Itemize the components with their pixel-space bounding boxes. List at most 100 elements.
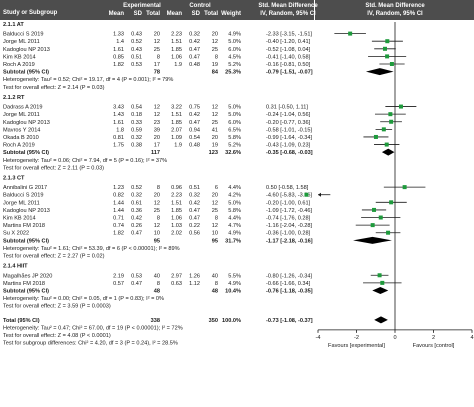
study-e-mean: 1.44 (113, 208, 124, 214)
study-e-total: 12 (154, 223, 160, 229)
study-e-sd: 0.32 (131, 135, 142, 141)
study-name: Roch A 2019 (3, 143, 35, 149)
x-tick-label: 4 (470, 335, 473, 341)
study-weight: 5.2% (228, 62, 241, 68)
study-ci-text: -0.99 [-1.64, -0.34] (266, 135, 312, 141)
subtotal-label: Subtotal (95% CI) (3, 150, 49, 156)
study-ci-text: -2.33 [-3.15, -1.51] (266, 32, 312, 38)
study-c-sd: 1.26 (189, 273, 200, 279)
study-e-sd: 0.53 (131, 273, 142, 279)
study-name: Jorge ML 2011 (3, 200, 40, 206)
study-c-total: 41 (212, 127, 218, 133)
study-c-mean: 0.63 (171, 281, 182, 287)
study-c-sd: 0.75 (189, 105, 200, 111)
header-c-total: Total (204, 11, 218, 17)
study-e-sd: 0.47 (131, 231, 142, 237)
study-ci-text: -0.16 [-0.81, 0.50] (266, 62, 311, 68)
subtotal-weight: 32.6% (225, 150, 241, 156)
study-c-total: 12 (212, 39, 218, 45)
study-point (389, 119, 394, 124)
subtotal-e-total: 48 (154, 288, 160, 294)
study-c-sd: 0.22 (189, 223, 200, 229)
study-ci-text: -0.74 [-1.76, 0.28] (266, 216, 311, 222)
study-e-mean: 0.82 (113, 193, 124, 199)
study-ci-text: -0.58 [-1.01, -0.15] (266, 127, 312, 133)
study-e-mean: 1.61 (113, 47, 124, 53)
study-e-mean: 1.43 (113, 112, 124, 118)
study-e-sd: 0.52 (131, 39, 142, 45)
study-e-sd: 0.38 (131, 143, 142, 149)
study-e-total: 8 (157, 185, 160, 191)
study-c-mean: 1.9 (174, 62, 182, 68)
study-point (304, 192, 309, 197)
study-weight: 5.0% (228, 200, 241, 206)
study-c-sd: 0.48 (189, 143, 200, 149)
subtotal-ci-text: -0.76 [-1.18, -0.35] (266, 288, 313, 294)
study-point (398, 104, 403, 109)
study-e-sd: 0.26 (131, 223, 142, 229)
study-c-total: 8 (215, 281, 218, 287)
study-c-mean: 1.06 (171, 216, 182, 222)
total-c-total: 350 (209, 318, 218, 324)
subtotal-e-total: 117 (151, 150, 160, 156)
study-e-mean: 1.82 (113, 231, 124, 237)
study-e-mean: 3.43 (113, 105, 124, 111)
header-e-total: Total (146, 11, 160, 17)
study-e-total: 25 (154, 47, 160, 53)
study-weight: 4.9% (228, 231, 241, 237)
study-c-total: 6 (215, 185, 218, 191)
subgroup-overall-effect: Test for overall effect: Z = 2.27 (P = 0… (3, 254, 105, 260)
study-ci-text: -1.09 [-1.72, -0.46] (266, 208, 312, 214)
study-point (370, 223, 375, 228)
study-c-sd: 0.48 (189, 62, 200, 68)
study-c-mean: 0.96 (171, 185, 182, 191)
study-e-mean: 0.81 (113, 135, 124, 141)
study-name: Martins FM 2018 (3, 223, 45, 229)
study-c-total: 19 (212, 143, 218, 149)
study-c-mean: 1.85 (171, 120, 182, 126)
study-ci-arrow (318, 192, 321, 197)
study-e-mean: 1.23 (113, 185, 124, 191)
subtotal-c-total: 123 (209, 150, 218, 156)
subgroup-title: 2.1.4 HIIT (3, 264, 28, 270)
subtotal-diamond (365, 68, 394, 76)
study-e-mean: 2.19 (113, 273, 124, 279)
study-c-mean: 2.07 (171, 127, 182, 133)
study-c-sd: 0.47 (189, 47, 200, 53)
study-c-mean: 2.02 (171, 231, 182, 237)
study-c-total: 20 (212, 193, 218, 199)
subtotal-label: Subtotal (95% CI) (3, 288, 49, 294)
subtotal-c-total: 84 (212, 70, 219, 76)
study-e-total: 17 (154, 143, 160, 149)
study-c-sd: 0.42 (189, 200, 200, 206)
study-point (389, 200, 394, 205)
study-ci-text: -0.41 [-1.40, 0.58] (266, 54, 311, 60)
study-point (385, 54, 390, 59)
total-weight: 100.0% (222, 318, 241, 324)
header-weight: Weight (221, 11, 241, 17)
study-ci-text: -0.40 [-1.20, 0.41] (266, 39, 311, 45)
subgroup-title: 2.1.1 AT (3, 22, 24, 28)
study-e-total: 39 (154, 127, 160, 133)
study-weight: 5.5% (228, 273, 241, 279)
study-c-mean: 1.9 (174, 143, 182, 149)
study-weight: 4.2% (228, 193, 241, 199)
subtotal-weight: 25.3% (225, 70, 241, 76)
study-weight: 4.4% (228, 185, 241, 191)
header-c-sd: SD (192, 11, 201, 17)
study-ci-text: -0.80 [-1.26, -0.34] (266, 273, 312, 279)
favours-control-label: Favours [control] (413, 343, 455, 349)
study-weight: 4.9% (228, 281, 241, 287)
study-e-total: 20 (154, 32, 160, 38)
study-c-total: 25 (212, 47, 218, 53)
study-point (384, 142, 389, 147)
study-name: Jorge ML 2011 (3, 112, 40, 118)
study-weight: 4.4% (228, 216, 241, 222)
study-name: Kim KB 2014 (3, 216, 36, 222)
header-bar-right (315, 0, 474, 20)
header-bar-left (0, 0, 314, 20)
header-e-sd: SD (134, 11, 143, 17)
study-e-sd: 0.61 (131, 200, 142, 206)
study-e-total: 23 (154, 120, 160, 126)
